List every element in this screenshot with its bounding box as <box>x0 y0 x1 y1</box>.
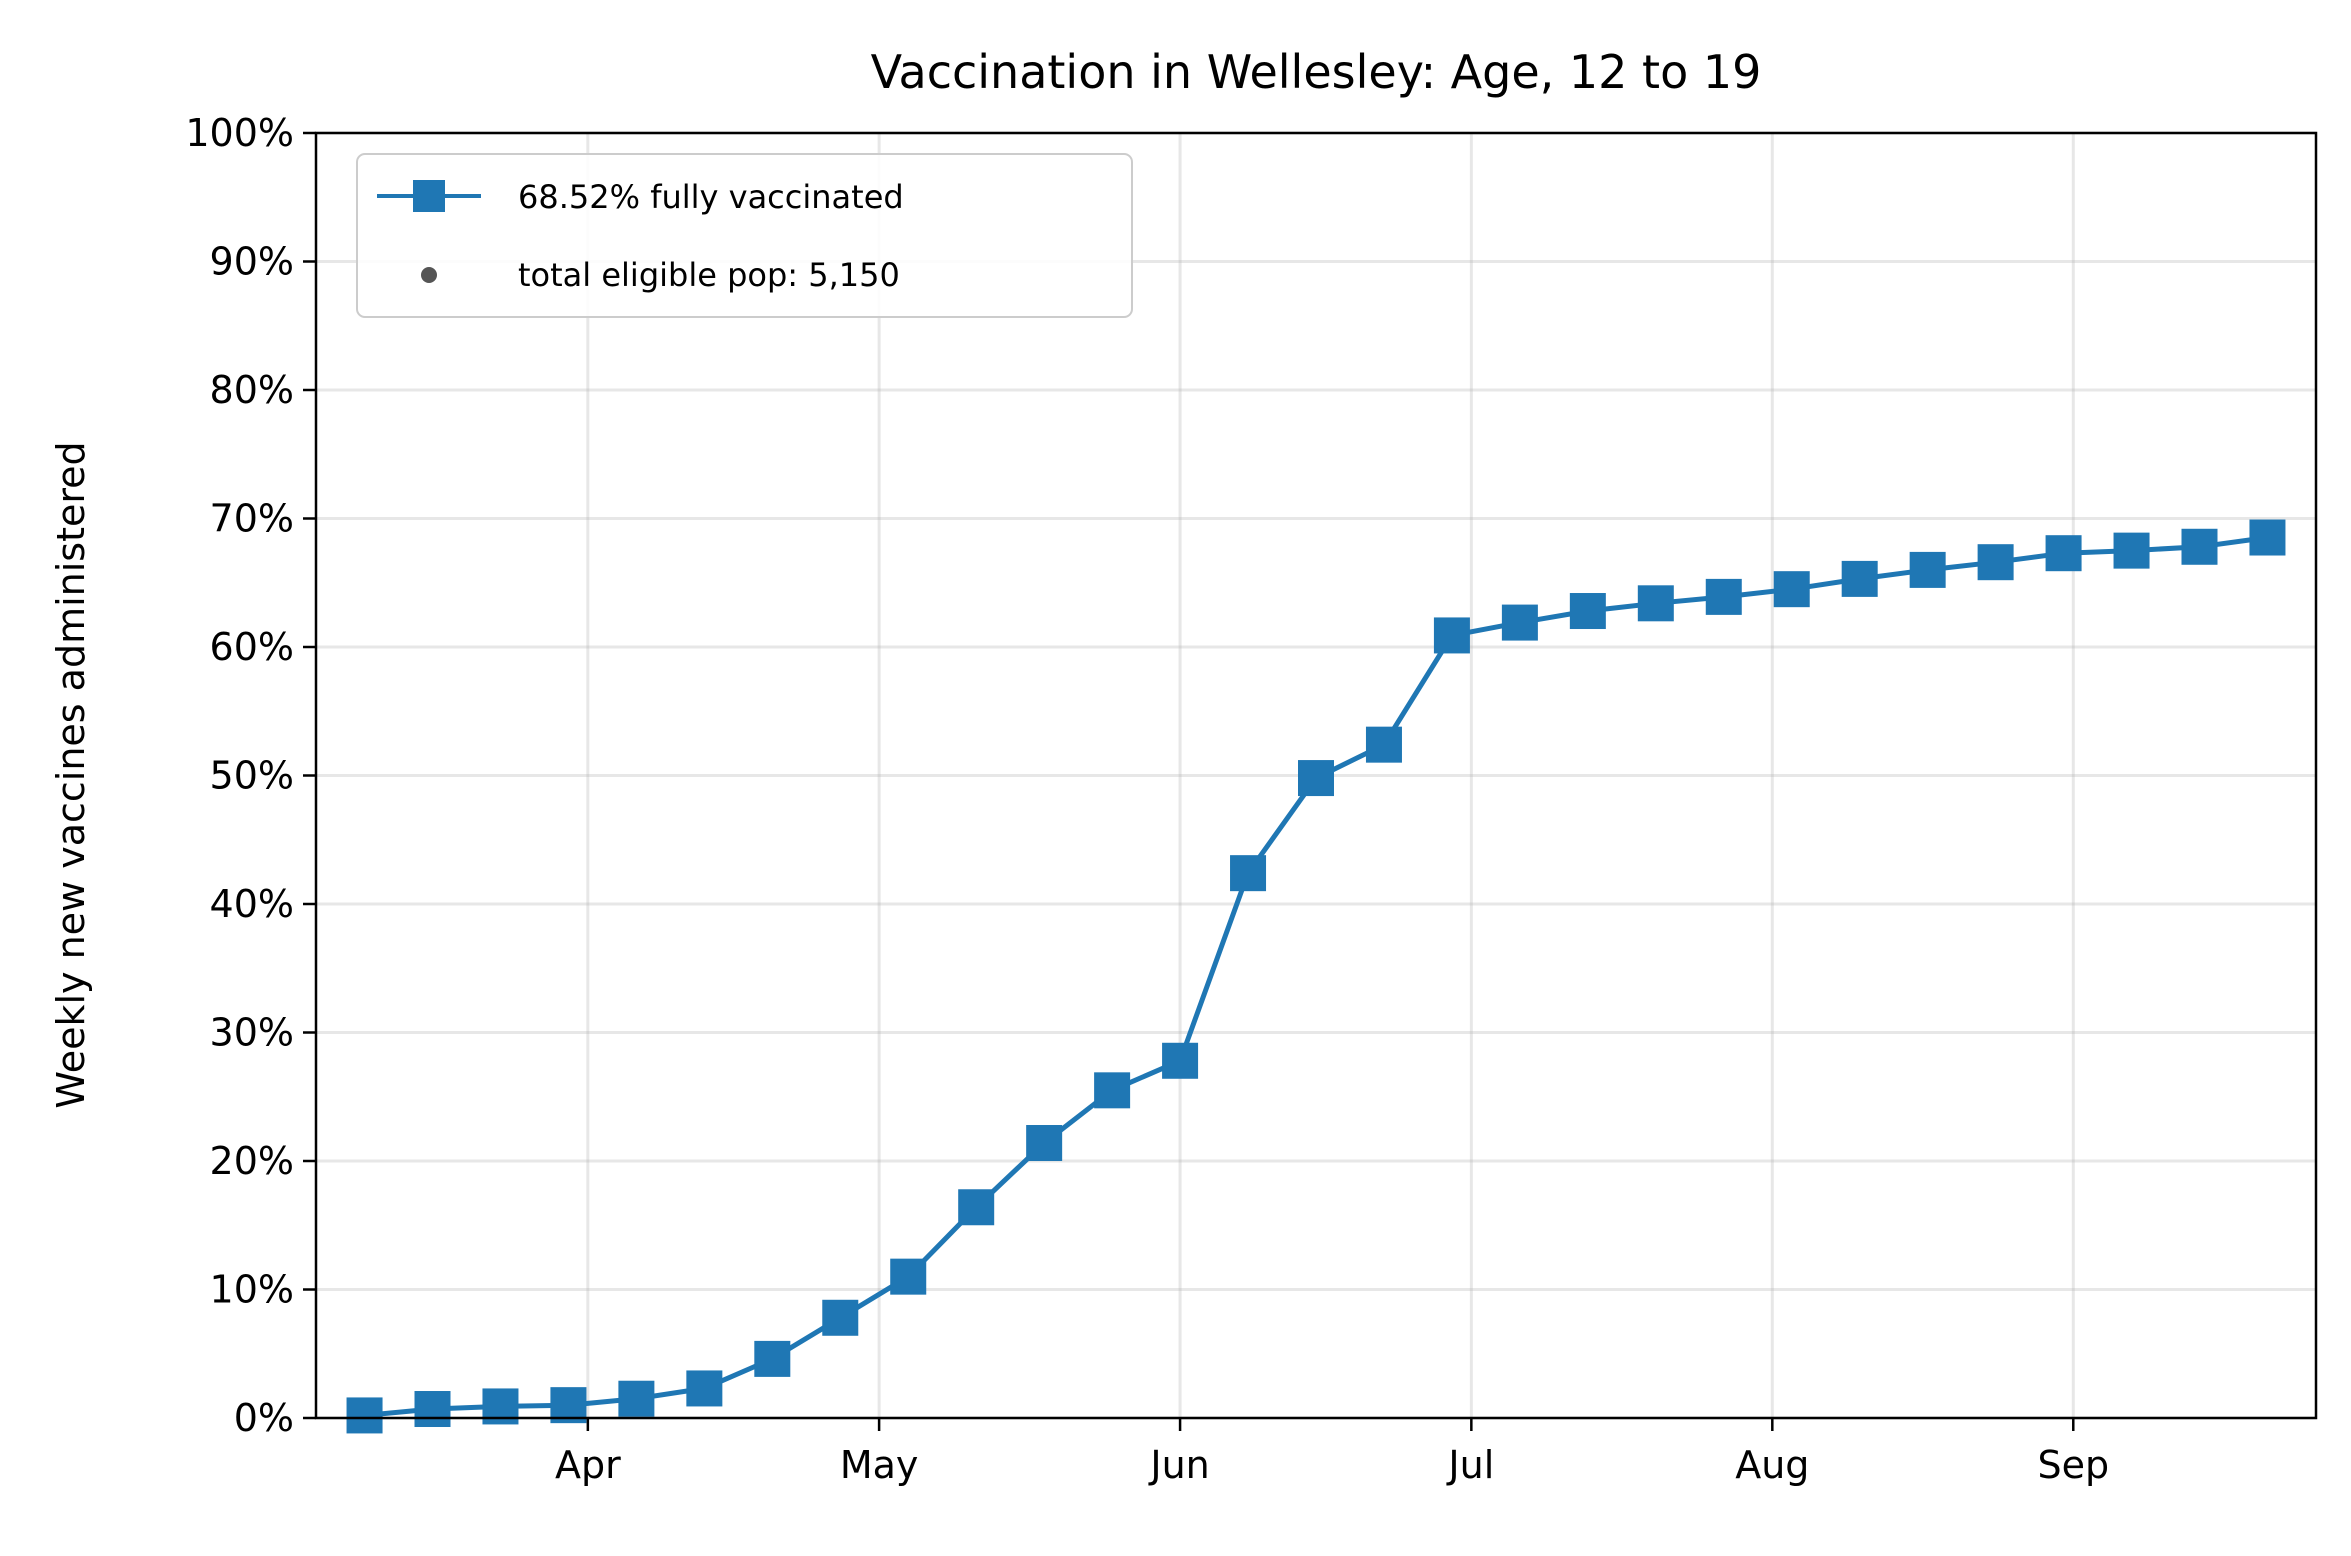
data-point <box>1909 551 1946 588</box>
x-tick-label: Aug <box>1735 1443 1809 1487</box>
data-point <box>1501 604 1538 641</box>
x-tick-label: Apr <box>555 1443 621 1487</box>
y-tick-label: 0% <box>234 1396 294 1440</box>
data-series <box>346 519 2286 1434</box>
data-point <box>1705 578 1742 615</box>
legend-entry-1: total eligible pop: 5,150 <box>518 256 900 294</box>
legend-box <box>356 153 1133 318</box>
y-tick-label: 90% <box>210 240 294 284</box>
chart-title: Vaccination in Wellesley: Age, 12 to 19 <box>871 45 1762 99</box>
data-point <box>958 1189 995 1226</box>
legend-entry-0: 68.52% fully vaccinated <box>518 178 904 216</box>
x-tick-label: May <box>840 1443 919 1487</box>
x-tick-label: Jul <box>1446 1443 1494 1487</box>
data-point <box>2249 519 2286 556</box>
y-tick-label: 10% <box>210 1268 294 1312</box>
data-point <box>618 1380 655 1417</box>
data-point <box>1094 1072 1131 1109</box>
data-point <box>1162 1042 1199 1079</box>
data-point <box>754 1340 791 1377</box>
y-tick-label: 60% <box>210 625 294 669</box>
y-tick-label: 50% <box>210 754 294 798</box>
data-point <box>822 1299 859 1336</box>
data-point <box>1637 585 1674 622</box>
data-point <box>2045 535 2082 572</box>
data-point <box>414 1391 451 1428</box>
data-point <box>1026 1125 1063 1162</box>
legend: 68.52% fully vaccinated total eligible p… <box>356 153 1133 318</box>
data-point <box>1433 617 1470 654</box>
x-axis: Apr May Jun Jul Aug Sep <box>555 1418 2109 1487</box>
data-point <box>1977 544 2014 581</box>
y-tick-label: 100% <box>185 111 294 155</box>
y-tick-label: 80% <box>210 368 294 412</box>
data-point <box>686 1370 723 1407</box>
x-tick-label: Sep <box>2037 1443 2109 1487</box>
data-point <box>2113 532 2150 569</box>
data-point <box>1841 560 1878 597</box>
data-point <box>1298 760 1334 797</box>
data-point <box>1773 571 1810 608</box>
data-point <box>890 1258 927 1295</box>
y-axis-title: Weekly new vaccines administered <box>49 441 93 1108</box>
data-point <box>1569 593 1606 630</box>
data-point <box>1365 726 1402 763</box>
legend-dot-marker-icon <box>421 267 437 283</box>
y-tick-label: 70% <box>210 497 294 541</box>
x-tick-label: Jun <box>1148 1443 1209 1487</box>
data-point <box>2181 528 2218 565</box>
data-point <box>346 1397 383 1434</box>
y-axis: 0% 10% 20% 30% 40% 50% 60% 70% 80% 90% 100% <box>185 111 316 1440</box>
data-point <box>1230 855 1267 892</box>
y-tick-label: 20% <box>210 1139 294 1183</box>
y-tick-label: 30% <box>210 1011 294 1055</box>
legend-square-marker-icon <box>413 180 445 212</box>
y-tick-label: 40% <box>210 882 294 926</box>
